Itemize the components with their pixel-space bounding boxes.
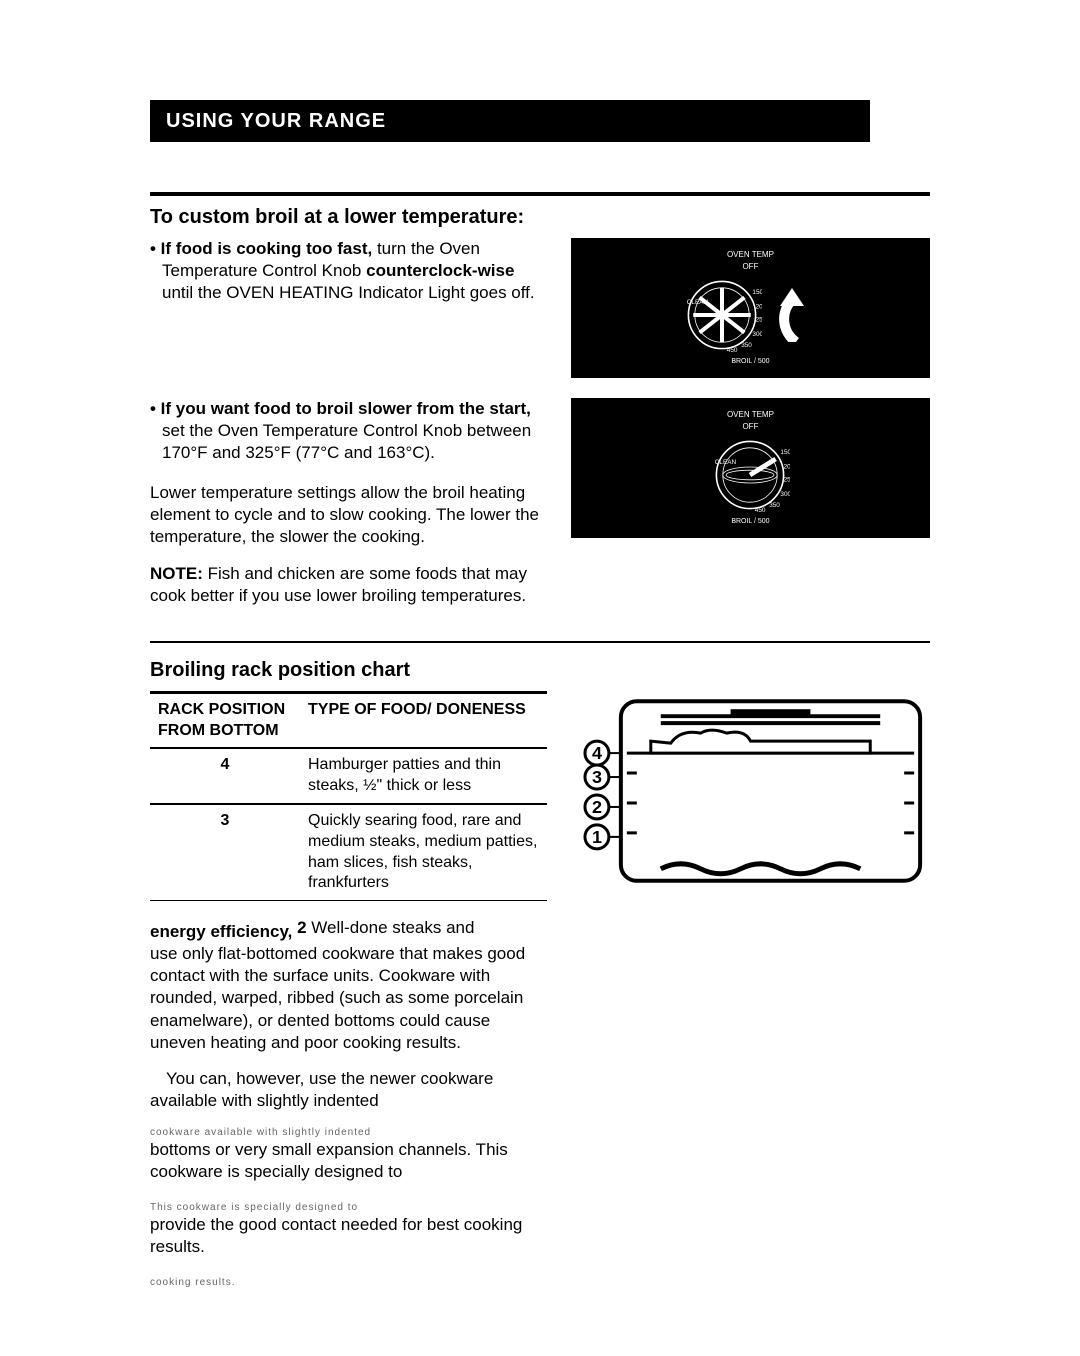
off-label-2: OFF [742,422,758,432]
section-header: USING YOUR RANGE [150,100,870,142]
frag1-cut: cookware available with slightly indente… [150,1126,550,1139]
rack-pos: 4 [150,748,300,804]
rack-chart-row: RACK POSITION FROM BOTTOM TYPE OF FOOD/ … [150,691,930,901]
svg-text:150: 150 [753,289,763,296]
svg-text:450: 450 [755,507,766,514]
broil-text-1: • If food is cooking too fast, turn the … [150,238,547,378]
svg-text:1: 1 [592,827,602,847]
svg-text:300: 300 [753,331,763,338]
arrow-ccw-up-icon [774,288,818,342]
horizontal-rule-2 [150,641,930,643]
oven-temp-label-2: OVEN TEMP [727,410,774,420]
svg-text:2: 2 [592,797,602,817]
table-row: 4 Hamburger patties and thin steaks, ½" … [150,748,547,804]
dial-panel-1: OVEN TEMP OFF CLEAN [571,238,930,378]
broil1-rest2: until the OVEN HEATING Indicator Light g… [162,283,535,302]
temperature-dial-icon-2: CLEAN 150 200 250 300 350 450 [710,435,790,515]
svg-text:200: 200 [784,463,790,470]
broil-label: BROIL / 500 [731,357,769,366]
broil-text-2: • If you want food to broil slower from … [150,398,547,621]
rack-col-2: TYPE OF FOOD/ DONENESS [300,692,547,748]
svg-text:300: 300 [781,491,791,498]
table-row: 3 Quickly searing food, rare and medium … [150,804,547,901]
fragment-2: This cookware is specially designed to p… [150,1201,550,1258]
frag2-cut: This cookware is specially designed to [150,1201,550,1214]
frag1-body: bottoms or very small expansion channels… [150,1139,550,1183]
broil-row-1: • If food is cooking too fast, turn the … [150,238,930,378]
rack-position-table: RACK POSITION FROM BOTTOM TYPE OF FOOD/ … [150,691,547,901]
rack-food: Quickly searing food, rare and medium st… [300,804,547,901]
clean-label-2: CLEAN [715,459,737,466]
oven-temp-label: OVEN TEMP [727,250,774,260]
note-bold: NOTE: [150,564,203,583]
cookware-para2: You can, however, use the newer cookware… [150,1068,550,1112]
broil-row-2: • If you want food to broil slower from … [150,398,930,621]
svg-text:200: 200 [756,303,762,310]
lower-temp-para: Lower temperature settings allow the bro… [150,482,547,548]
fragment-1: cookware available with slightly indente… [150,1126,550,1183]
horizontal-rule [150,192,930,196]
svg-text:350: 350 [742,342,753,349]
broil2-bold: • If you want food to broil slower from … [150,399,531,418]
off-label: OFF [742,262,758,272]
svg-text:150: 150 [781,449,791,456]
cookware-fragment-block: energy efficiency, 2 Well-done steaks an… [150,921,550,1289]
fragment-3: cooking results. [150,1276,550,1289]
cookware-body: use only flat-bottomed cookware that mak… [150,944,525,1051]
rack-table-wrap: RACK POSITION FROM BOTTOM TYPE OF FOOD/ … [150,691,547,901]
energy-bold: energy efficiency, [150,922,292,941]
svg-text:250: 250 [784,476,790,483]
rack-food: Hamburger patties and thin steaks, ½" th… [300,748,547,804]
temperature-dial-icon: CLEAN 150 200 250 300 350 450 [682,275,762,355]
svg-text:3: 3 [592,767,602,787]
frag3-cut: cooking results. [150,1276,550,1289]
broil1-bold: • If food is cooking too fast, [150,239,372,258]
note-rest: Fish and chicken are some foods that may… [150,564,527,605]
dial-panel-2: OVEN TEMP OFF CLEAN 150 200 250 300 350 … [571,398,930,621]
clean-label: CLEAN [687,299,709,306]
svg-text:250: 250 [756,316,762,323]
overlay-text: Well-done steaks and [311,918,474,937]
rack-chart-title: Broiling rack position chart [150,657,930,683]
oven-rack-diagram-icon: 4 3 2 1 [571,691,930,891]
svg-text:4: 4 [592,743,602,763]
broil-label-2: BROIL / 500 [731,517,769,526]
overlay-num: 2 [297,918,306,937]
section-header-text: USING YOUR RANGE [166,110,386,132]
svg-text:350: 350 [770,502,781,509]
broil-title: To custom broil at a lower temperature: [150,204,930,230]
svg-text:450: 450 [727,347,738,354]
frag2-body: provide the good contact needed for best… [150,1214,550,1258]
broil1-bold2: counterclock-wise [366,261,514,280]
rack-pos: 3 [150,804,300,901]
oven-diagram-wrap: 4 3 2 1 [571,691,930,901]
rack-col-1: RACK POSITION FROM BOTTOM [150,692,300,748]
broil2-rest: set the Oven Temperature Control Knob be… [162,421,531,462]
